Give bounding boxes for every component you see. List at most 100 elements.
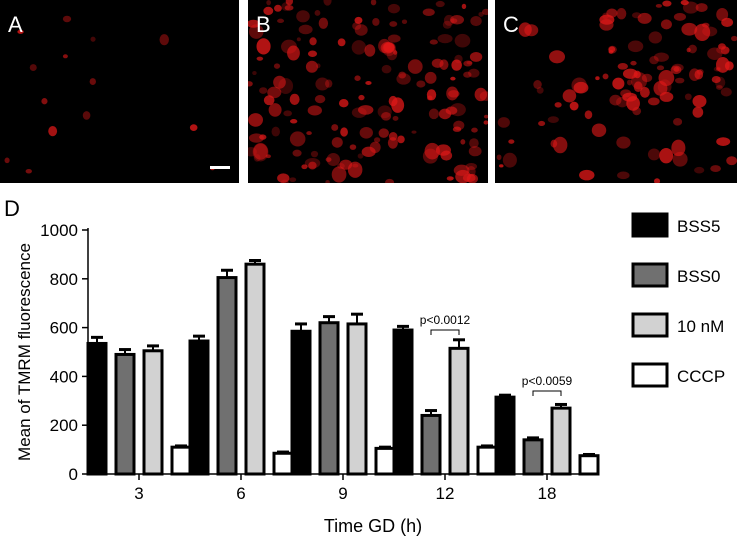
cell-mark	[307, 105, 322, 116]
cell-mark	[325, 157, 332, 163]
y-tick-label: 0	[69, 465, 78, 484]
cell-mark	[630, 60, 637, 66]
cell-mark	[672, 151, 688, 167]
bar	[216, 276, 238, 476]
cell-mark	[622, 92, 638, 102]
cell-mark	[718, 43, 726, 50]
cell-mark	[308, 161, 317, 170]
cell-mark	[306, 131, 312, 136]
bar-chart-svg: 0 200 400 600 800 1000 Mean of TMRM fluorescen…	[15, 212, 725, 536]
cell-mark	[289, 131, 306, 147]
cell-mark	[454, 54, 463, 64]
cell-mark	[471, 127, 478, 133]
cell-mark	[653, 52, 669, 62]
cell-mark	[263, 95, 275, 106]
cell-mark	[248, 147, 257, 157]
cell-mark	[48, 126, 58, 137]
significance-label: p<0.0012	[420, 313, 471, 327]
cell-mark	[454, 33, 471, 48]
cell-mark	[381, 41, 397, 56]
cell-mark	[599, 14, 615, 25]
cell-mark	[463, 60, 473, 67]
cell-mark	[398, 71, 407, 79]
cell-mark	[25, 168, 32, 174]
cell-mark	[641, 73, 653, 83]
cell-mark	[365, 81, 372, 86]
panel-label-d: D	[4, 196, 20, 221]
cell-mark	[445, 106, 458, 115]
cell-mark	[466, 60, 473, 65]
cell-mark	[29, 64, 37, 71]
bar	[142, 349, 164, 476]
cell-mark	[364, 44, 376, 57]
cell-mark	[277, 173, 290, 183]
cell-mark	[468, 146, 482, 157]
cell-mark	[159, 34, 169, 46]
cell-mark	[256, 38, 271, 55]
cell-mark	[354, 16, 363, 24]
cell-mark	[499, 164, 504, 168]
cell-mark	[508, 139, 515, 144]
cell-mark	[426, 89, 437, 101]
cell-mark	[305, 60, 318, 73]
cell-mark	[325, 79, 333, 88]
cell-mark	[446, 86, 459, 101]
micrograph-panel-c: C	[495, 0, 737, 183]
cell-mark	[674, 77, 685, 84]
cell-mark	[720, 87, 732, 97]
cell-mark	[388, 95, 398, 107]
legend-label: BSS5	[677, 217, 720, 236]
cell-mark	[248, 81, 253, 87]
bar	[290, 329, 312, 476]
cell-mark	[253, 143, 268, 160]
cell-mark	[331, 137, 343, 148]
cell-mark	[659, 91, 674, 102]
cell-mark	[340, 127, 348, 137]
cell-mark	[550, 139, 558, 148]
cell-mark	[602, 73, 609, 80]
bar	[392, 328, 414, 476]
cell-mark	[617, 62, 628, 70]
cell-mark	[655, 3, 663, 8]
cell-mark	[357, 105, 374, 115]
legend-swatch	[631, 212, 669, 238]
cell-mark	[660, 19, 672, 30]
legend-swatch	[631, 262, 669, 288]
cell-mark	[354, 75, 361, 81]
cell-mark	[274, 4, 282, 12]
cell-mark	[266, 0, 271, 6]
cell-mark	[381, 111, 392, 121]
fluorescence-image-c	[496, 0, 737, 183]
bar	[420, 413, 442, 476]
cell-mark	[90, 36, 96, 42]
cell-mark	[267, 86, 282, 99]
y-axis-title: Mean of TMRM fluorescence	[15, 243, 34, 461]
cell-mark	[370, 0, 377, 6]
cell-mark	[622, 68, 638, 79]
cell-mark	[442, 20, 452, 29]
cell-mark	[248, 19, 261, 28]
cell-mark	[17, 29, 24, 34]
cell-mark	[298, 24, 313, 35]
bar	[550, 406, 572, 476]
legend-swatch	[631, 362, 669, 388]
cell-mark	[680, 0, 689, 6]
cell-mark	[463, 71, 472, 78]
panel-label-a: A	[8, 12, 23, 37]
cell-mark	[326, 152, 340, 166]
cell-mark	[731, 35, 737, 42]
cell-mark	[648, 31, 663, 44]
bar	[272, 451, 294, 476]
cell-mark	[673, 118, 683, 126]
legend-swatch	[631, 312, 669, 338]
cell-mark	[323, 0, 332, 6]
cell-mark	[716, 56, 730, 73]
cell-mark	[479, 91, 488, 101]
cell-mark	[726, 156, 737, 166]
cell-mark	[189, 124, 198, 132]
cell-mark	[483, 120, 488, 125]
cell-mark	[424, 142, 440, 160]
cell-mark	[716, 45, 730, 55]
cell-mark	[617, 171, 630, 180]
cell-mark	[315, 77, 330, 91]
